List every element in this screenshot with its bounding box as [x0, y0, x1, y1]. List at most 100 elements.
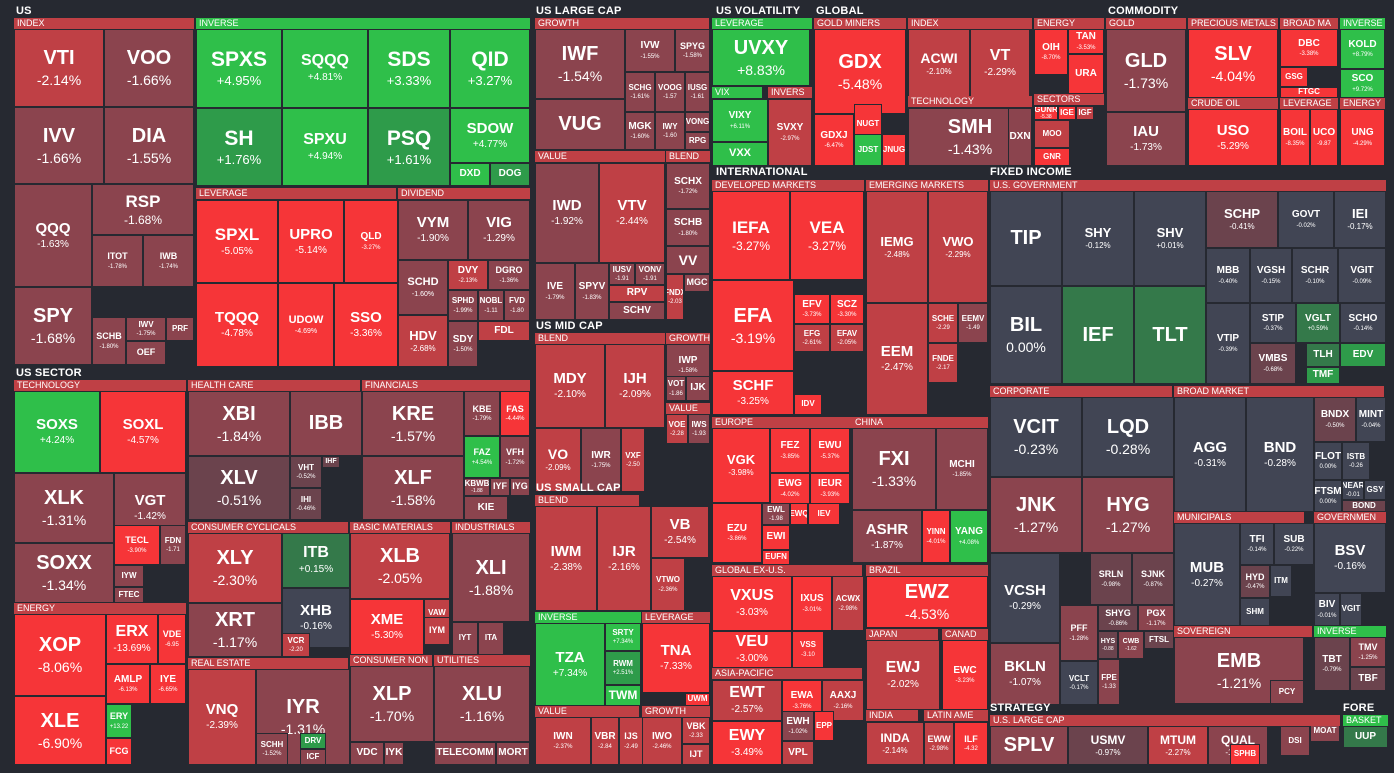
tile-kre[interactable]: KRE -1.57%: [362, 391, 464, 456]
tile-dgro[interactable]: DGRO -1.36%: [488, 260, 530, 290]
tile-ezu[interactable]: EZU -3.86%: [712, 503, 762, 563]
tile-sso[interactable]: SSO -3.36%: [334, 283, 398, 367]
tile-soxx[interactable]: SOXX -1.34%: [14, 543, 114, 603]
tile-ery[interactable]: ERY +13.22: [106, 704, 132, 738]
tile-efg[interactable]: EFG -2.61%: [794, 324, 830, 352]
tile-efa[interactable]: EFA -3.19%: [712, 280, 794, 371]
tile-hdv[interactable]: HDV -2.68%: [398, 315, 448, 367]
tile-jnk[interactable]: JNK -1.27%: [990, 477, 1082, 553]
tile-voo[interactable]: VOO -1.66%: [104, 29, 194, 107]
tile-ixus[interactable]: IXUS -3.01%: [792, 576, 832, 631]
tile-rsp[interactable]: RSP -1.68%: [92, 184, 194, 235]
tile-inda[interactable]: INDA -2.14%: [866, 722, 924, 765]
tile-eufn[interactable]: EUFN: [762, 550, 790, 565]
tile-iwv[interactable]: IWV -1.75%: [126, 317, 166, 341]
tile-vxx[interactable]: VXX: [712, 142, 768, 166]
tile-kbe[interactable]: KBE -1.79%: [464, 391, 500, 436]
tile-shy[interactable]: SHY -0.12%: [1062, 191, 1134, 286]
tile-tip[interactable]: TIP: [990, 191, 1062, 286]
tile-iusg[interactable]: IUSG -1.61: [685, 72, 710, 112]
tile-ewc[interactable]: EWC -3.23%: [942, 640, 988, 710]
tile-ftgc[interactable]: FTGC: [1280, 87, 1338, 98]
tile-xop[interactable]: XOP -8.06%: [14, 614, 106, 696]
tile-dia[interactable]: DIA -1.55%: [104, 107, 194, 184]
tile-srty[interactable]: SRTY +7.34%: [605, 623, 641, 651]
tile-ewh[interactable]: EWH -1.02%: [782, 711, 814, 741]
tile-uup[interactable]: UUP: [1343, 726, 1388, 748]
tile-xlf[interactable]: XLF -1.58%: [362, 456, 464, 520]
tile-qld[interactable]: QLD -3.27%: [344, 200, 398, 283]
tile-dbc[interactable]: DBC -3.38%: [1280, 29, 1338, 67]
tile-boil[interactable]: BOIL -8.35%: [1280, 109, 1310, 166]
tile-shm[interactable]: SHM: [1240, 598, 1270, 626]
tile-mdy[interactable]: MDY -2.10%: [535, 344, 605, 428]
tile-gsy[interactable]: GSY: [1364, 480, 1386, 500]
tile-mtum[interactable]: MTUM -2.27%: [1148, 726, 1208, 765]
tile-sco[interactable]: SCO +9.72%: [1340, 69, 1385, 98]
tile-ijk[interactable]: IJK: [686, 376, 710, 401]
tile-iwn[interactable]: IWN -2.37%: [535, 717, 591, 765]
tile-tqqq[interactable]: TQQQ -4.78%: [196, 283, 278, 367]
tile-vcr[interactable]: VCR -2.20: [282, 633, 310, 657]
tile-tecl[interactable]: TECL -3.90%: [114, 525, 160, 565]
tile-xme[interactable]: XME -5.30%: [350, 599, 424, 655]
tile-fxi[interactable]: FXI -1.33%: [852, 428, 936, 510]
tile-ftsl[interactable]: FTSL: [1144, 631, 1174, 649]
tile-iyt[interactable]: IYT: [452, 622, 478, 655]
tile-iefa[interactable]: IEFA -3.27%: [712, 191, 790, 280]
tile-sh[interactable]: SH +1.76%: [196, 108, 282, 186]
tile-fas[interactable]: FAS -4.44%: [500, 391, 530, 436]
tile-hyg[interactable]: HYG -1.27%: [1082, 477, 1174, 553]
tile-iwy[interactable]: IWY -1.60: [655, 112, 685, 150]
tile-stip[interactable]: STIP -0.37%: [1250, 303, 1296, 343]
tile-veu[interactable]: VEU -3.00%: [712, 631, 792, 668]
tile-iei[interactable]: IEI -0.17%: [1334, 191, 1386, 248]
tile-vixy[interactable]: VIXY +6.11%: [712, 99, 768, 142]
tile-jdst[interactable]: JDST: [854, 134, 882, 166]
tile-dxn[interactable]: DXN: [1008, 108, 1032, 166]
tile-ilf[interactable]: ILF -4.32: [954, 722, 988, 765]
tile-shyg[interactable]: SHYG -0.86%: [1098, 605, 1138, 631]
tile-ivv[interactable]: IVV -1.66%: [14, 107, 104, 184]
tile-iyk[interactable]: IYK: [384, 742, 404, 765]
tile-twm[interactable]: TWM: [605, 685, 641, 706]
tile-vpl[interactable]: VPL: [782, 741, 814, 765]
tile-vv[interactable]: VV: [666, 246, 710, 274]
tile-hys[interactable]: HYS -0.88: [1098, 631, 1118, 659]
tile-ftec[interactable]: FTEC: [114, 587, 144, 603]
tile-scho[interactable]: SCHO -0.14%: [1340, 303, 1386, 343]
tile-iwm[interactable]: IWM -2.38%: [535, 506, 597, 611]
tile-slv[interactable]: SLV -4.04%: [1188, 29, 1278, 98]
tile-xrt[interactable]: XRT -1.17%: [188, 603, 282, 657]
tile-near[interactable]: NEAR -0.01: [1342, 480, 1364, 500]
tile-vong[interactable]: VONG: [685, 112, 710, 132]
tile-edv[interactable]: EDV: [1340, 343, 1386, 367]
tile-uso[interactable]: USO -5.29%: [1188, 109, 1278, 166]
tile-xle[interactable]: XLE -6.90%: [14, 696, 106, 765]
tile-xbi[interactable]: XBI -1.84%: [188, 391, 290, 456]
tile-fpe[interactable]: FPE -1.33: [1098, 659, 1120, 705]
tile-ijs[interactable]: IJS -2.49: [619, 717, 643, 765]
tile-mgk[interactable]: MGK -1.60%: [625, 112, 655, 150]
tile-psq[interactable]: PSQ +1.61%: [368, 108, 450, 186]
tile-vtip[interactable]: VTIP -0.39%: [1206, 303, 1250, 384]
tile-ihi[interactable]: IHI -0.46%: [290, 488, 322, 520]
tile-iwf[interactable]: IWF -1.54%: [535, 29, 625, 99]
tile-mchi[interactable]: MCHI -1.85%: [936, 428, 988, 510]
tile-prf[interactable]: PRF: [166, 317, 194, 341]
tile-vmbs[interactable]: VMBS -0.68%: [1250, 343, 1296, 384]
tile-ura[interactable]: URA: [1068, 54, 1104, 94]
tile-rpg[interactable]: RPG: [685, 132, 710, 150]
tile-flot[interactable]: FLOT 0.00%: [1314, 442, 1342, 480]
tile-qid[interactable]: QID +3.27%: [450, 29, 530, 108]
tile-vt[interactable]: VT -2.29%: [970, 29, 1030, 98]
tile-uwm[interactable]: UWM: [685, 693, 710, 706]
tile-yinn[interactable]: YINN -4.01%: [922, 510, 950, 563]
tile-vss[interactable]: VSS -3.10: [792, 631, 824, 668]
tile-vea[interactable]: VEA -3.27%: [790, 191, 864, 280]
tile-uco[interactable]: UCO -9.87: [1310, 109, 1338, 166]
tile-schx[interactable]: SCHX -1.72%: [666, 163, 710, 209]
tile-ewz[interactable]: EWZ -4.53%: [866, 576, 988, 628]
tile-moo[interactable]: MOO: [1034, 120, 1070, 148]
tile-vgk[interactable]: VGK -3.98%: [712, 428, 770, 503]
